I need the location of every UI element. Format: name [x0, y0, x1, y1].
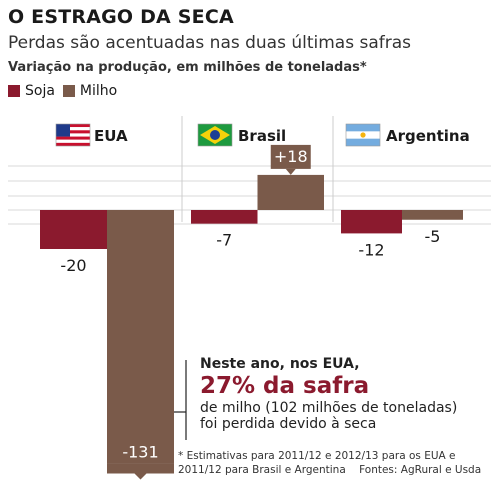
country-headers: EUA Brasil Argentina — [0, 114, 499, 222]
sources: Fontes: AgRural e Usda — [359, 464, 482, 476]
legend-item-soja: Soja — [8, 83, 55, 99]
value-label: -20 — [60, 256, 86, 275]
annotation: Neste ano, nos EUA, 27% da safra de milh… — [200, 356, 490, 432]
unit-label: Variação na produção, em milhões de tone… — [8, 60, 367, 75]
annotation-line1: Neste ano, nos EUA, — [200, 356, 360, 372]
value-label-box — [270, 144, 311, 169]
chart-title: O ESTRAGO DA SECA — [8, 6, 234, 28]
value-label: -131 — [122, 442, 158, 461]
bar-soja-eua — [40, 210, 107, 249]
annotation-highlight: 27% da safra — [200, 373, 370, 399]
value-label: -12 — [358, 240, 384, 259]
annotation-line4: foi perdida devido à seca — [200, 416, 377, 432]
value-label: -5 — [425, 227, 441, 246]
bar-soja-brasil — [191, 210, 258, 224]
bars — [40, 174, 463, 466]
legend-item-milho: Milho — [62, 83, 118, 99]
legend: Soja Milho — [8, 83, 117, 99]
category-label: Argentina — [386, 127, 470, 145]
value-labels: -20 -7 -12 -131 +18 -5 — [60, 144, 441, 480]
bar-milho-argentina — [402, 210, 463, 220]
footnote: * Estimativas para 2011/12 e 2012/13 par… — [178, 449, 494, 477]
legend-swatch-milho — [62, 85, 75, 97]
us-flag-icon — [55, 123, 91, 147]
footnote-line2-row: 2011/12 para Brasil e Argentina Fontes: … — [178, 463, 494, 477]
bar-milho-brasil — [257, 174, 324, 210]
chart-subtitle: Perdas são acentuadas nas duas últimas s… — [8, 33, 412, 53]
value-label: -7 — [216, 231, 232, 250]
argentina-flag-icon — [345, 123, 381, 147]
category-label: Brasil — [238, 127, 286, 145]
value-label: +18 — [274, 147, 308, 166]
legend-swatch-soja — [8, 85, 20, 97]
brazil-flag-icon — [197, 123, 233, 147]
legend-label-soja: Soja — [25, 83, 55, 99]
category-label: EUA — [94, 127, 128, 145]
footnote-line1: * Estimativas para 2011/12 e 2012/13 par… — [178, 450, 456, 462]
bar-milho-eua — [107, 210, 174, 466]
footnote-line2: 2011/12 para Brasil e Argentina — [178, 464, 346, 476]
annotation-leader — [174, 360, 187, 440]
bar-soja-argentina — [341, 210, 402, 234]
legend-label-milho: Milho — [79, 83, 118, 99]
annotation-line3: de milho (102 milhões de toneladas) — [200, 400, 458, 416]
